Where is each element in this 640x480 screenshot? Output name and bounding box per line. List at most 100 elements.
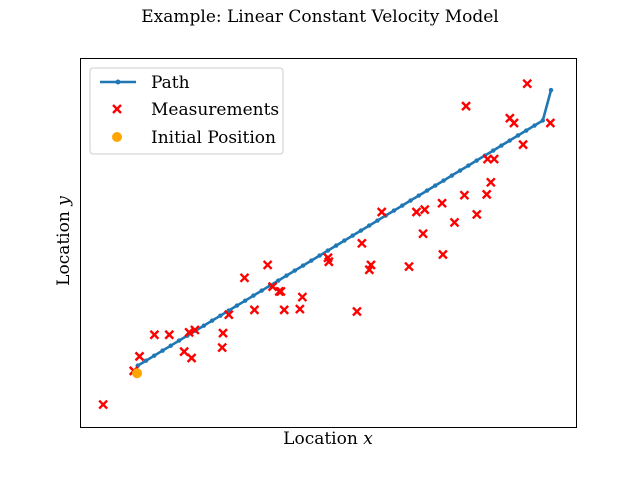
- path-point: [507, 138, 512, 143]
- legend-measurements-swatch: [112, 104, 122, 114]
- path-point: [449, 173, 455, 178]
- measurement-marker: [459, 190, 470, 201]
- path-point: [333, 243, 339, 248]
- measurement-marker: [295, 304, 305, 314]
- path-point: [490, 148, 496, 153]
- measurement-marker: [486, 177, 496, 188]
- path-point: [201, 323, 207, 328]
- path-point: [152, 353, 157, 358]
- path-point: [325, 248, 331, 253]
- path-point: [457, 168, 463, 173]
- measurement-marker: [279, 305, 290, 315]
- measurement-marker: [404, 261, 414, 272]
- measurement-marker: [419, 204, 430, 215]
- measurement-marker: [218, 328, 228, 338]
- path-point: [416, 193, 421, 198]
- measurement-marker: [149, 329, 160, 340]
- path-point: [209, 318, 215, 323]
- legend-label-path: Path: [151, 73, 190, 93]
- path-point: [234, 303, 240, 308]
- legend-path-swatch: [100, 79, 136, 85]
- measurement-marker: [522, 78, 533, 89]
- measurement-marker: [545, 118, 556, 128]
- measurement-marker: [518, 139, 528, 150]
- path-point: [391, 208, 397, 213]
- initial-position-layer: [132, 368, 143, 379]
- chart-title: Example: Linear Constant Velocity Model: [141, 7, 499, 27]
- path-point: [499, 143, 504, 148]
- measurement-marker: [366, 260, 376, 270]
- measurement-marker: [352, 306, 362, 317]
- path-point: [408, 198, 413, 203]
- path-point: [350, 233, 355, 238]
- x-axis-label-text: Location: [283, 429, 358, 449]
- path-point: [226, 308, 231, 313]
- path-point: [309, 258, 314, 263]
- path-point: [515, 133, 521, 138]
- path-point: [160, 348, 165, 353]
- measurement-marker: [239, 272, 250, 283]
- path-point: [433, 183, 438, 188]
- measurement-marker: [190, 325, 200, 335]
- path-point: [375, 218, 380, 223]
- path-point: [176, 338, 182, 343]
- plot-frame: [80, 58, 577, 428]
- measurement-marker: [217, 342, 228, 353]
- legend-initial-swatch: [112, 132, 122, 142]
- y-axis-label-var: y: [54, 196, 74, 206]
- path-point: [251, 293, 256, 298]
- x-axis-label-var: x: [363, 429, 373, 449]
- path-point: [276, 278, 281, 283]
- legend-box: [89, 67, 284, 155]
- path-point: [524, 128, 529, 133]
- measurement-marker: [186, 353, 197, 363]
- measurement-marker: [164, 329, 175, 340]
- y-axis-label-text: Location: [54, 211, 74, 286]
- path-point: [342, 238, 347, 243]
- measurement-marker: [418, 228, 428, 239]
- measurement-marker: [438, 249, 448, 260]
- measurement-marker: [481, 189, 492, 200]
- path-point: [300, 263, 306, 268]
- measurement-marker: [437, 198, 447, 209]
- measurement-marker: [449, 217, 460, 228]
- measurement-marker: [323, 256, 334, 267]
- legend-label-measurements: Measurements: [151, 100, 279, 120]
- path-point: [284, 273, 289, 278]
- measurement-marker: [297, 292, 308, 302]
- measurement-marker: [509, 118, 519, 128]
- path-point: [366, 223, 372, 228]
- path-point: [540, 118, 545, 123]
- legend: Path Measurements Initial Position: [89, 67, 284, 155]
- measurement-marker: [134, 351, 145, 362]
- measurement-marker: [276, 286, 286, 297]
- measurement-marker: [262, 260, 273, 270]
- measurement-marker: [249, 305, 260, 315]
- y-axis-label: Location y: [54, 196, 74, 286]
- path-point: [242, 298, 248, 303]
- path-layer: [135, 87, 554, 368]
- path-point: [474, 158, 479, 163]
- path-point: [168, 343, 173, 348]
- measurement-marker: [376, 207, 387, 217]
- measurement-marker: [98, 399, 108, 410]
- measurements-layer: [98, 78, 556, 410]
- measurement-marker: [461, 101, 471, 111]
- path-point: [424, 188, 430, 193]
- path-point: [218, 313, 223, 318]
- measurement-marker: [223, 309, 234, 320]
- path-point: [548, 87, 554, 93]
- initial-position-marker: [132, 368, 143, 379]
- path-point: [400, 203, 405, 208]
- measurement-marker: [184, 327, 194, 338]
- legend-label-initial: Initial Position: [151, 128, 276, 148]
- measurement-marker: [179, 346, 190, 357]
- measurement-marker: [267, 281, 278, 292]
- path-point: [358, 228, 364, 233]
- path-point: [466, 163, 471, 168]
- path-point: [292, 268, 297, 273]
- measurement-marker: [357, 238, 367, 249]
- path-point: [259, 288, 264, 293]
